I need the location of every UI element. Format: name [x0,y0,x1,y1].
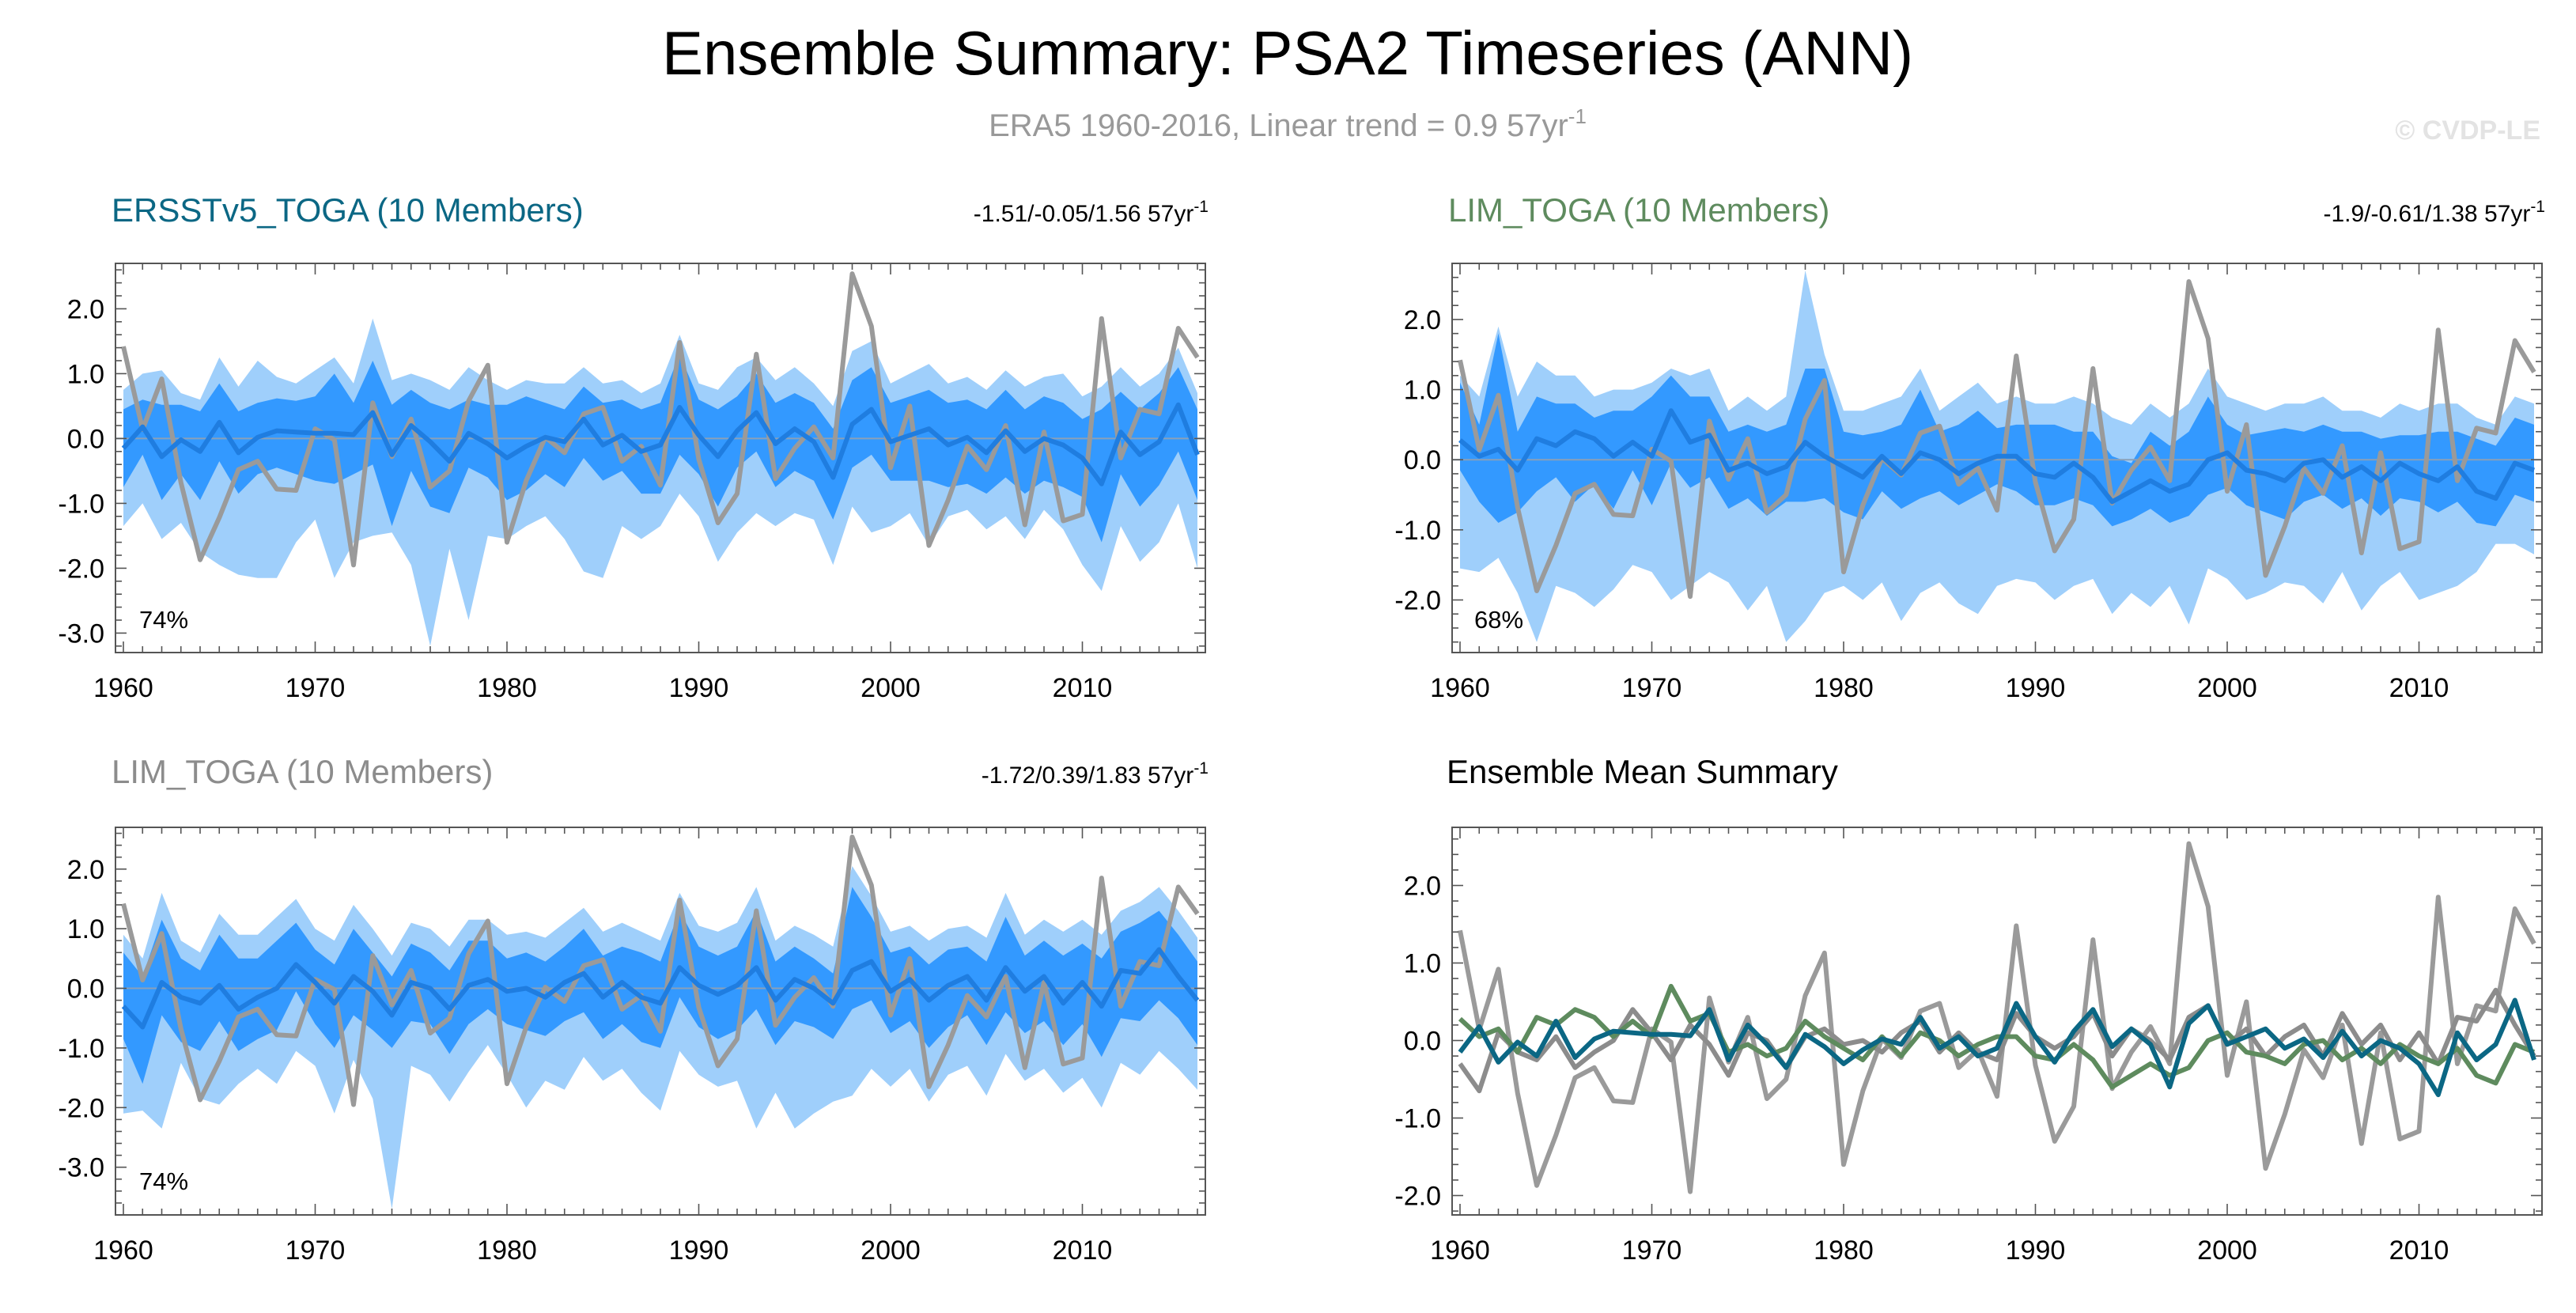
y-tick-label: 1.0 [67,914,104,944]
panel-trend: -1.51/-0.05/1.56 57yr-1 [974,198,1209,227]
x-tick-label: 1980 [1814,673,1874,703]
trend-text: -1.51/-0.05/1.56 57yr [974,201,1194,227]
ensemble-mean-line [121,947,1200,1030]
y-tick-label: 2.0 [67,294,104,324]
observed-series-line [121,834,1200,1107]
trend-exponent: -1 [1193,759,1209,778]
x-tick-label: 1960 [93,1235,153,1266]
x-tick-label: 1970 [286,673,346,703]
y-tick-label: 0.0 [67,974,104,1005]
observed-series-line [1458,279,2536,600]
figure-title: Ensemble Summary: PSA2 Timeseries (ANN) [662,18,1913,88]
agreement-percent: 74% [139,606,188,634]
y-tick-label: 1.0 [1404,949,1441,979]
y-tick-label: -2.0 [58,1093,104,1123]
observed-series-line [1458,841,2536,1194]
panel-lim-gray: LIM_TOGA (10 Members) -1.72/0.39/1.83 57… [58,753,1209,1266]
panel-title: LIM_TOGA (10 Members) [112,753,493,790]
trend-text: -1.72/0.39/1.83 57yr [982,762,1194,789]
inner-spread-band [123,887,1197,1084]
panel-ersst: ERSSTv5_TOGA (10 Members) -1.51/-0.05/1.… [58,191,1209,703]
y-tick-label: -1.0 [1394,516,1441,546]
y-tick-label: 2.0 [1404,872,1441,902]
y-tick-label: 0.0 [1404,1027,1441,1057]
y-tick-label: -1.0 [1394,1104,1441,1134]
y-tick-label: 2.0 [67,855,104,885]
x-tick-label: 1960 [1430,673,1490,703]
panel-title: LIM_TOGA (10 Members) [1448,191,1829,229]
y-tick-label: -1.0 [58,489,104,519]
ersst-mean-line [1458,997,2536,1098]
y-tick-label: -3.0 [58,619,104,649]
y-tick-label: 1.0 [67,359,104,389]
trend-exponent: -1 [2530,198,2545,216]
x-tick-label: 2000 [2197,1235,2257,1266]
panel-ensemble-mean-summary: Ensemble Mean Summary 2.0 1.0 0.0 -1.0 -2.0 1… [1394,753,2543,1266]
x-tick-label: 1960 [1430,1235,1490,1266]
x-tick-label: 1990 [2006,1235,2066,1266]
x-tick-label: 2010 [1053,1235,1113,1266]
x-tick-label: 1960 [93,673,153,703]
x-tick-label: 1990 [2006,673,2066,703]
y-tick-label: -3.0 [58,1153,104,1183]
x-tick-label: 2010 [1053,673,1113,703]
lim-gray-mean-line [1458,987,2536,1094]
x-tick-label: 1970 [1622,1235,1682,1266]
observed-series-line [121,271,1200,568]
y-tick-label: -2.0 [1394,1182,1441,1212]
x-tick-label: 1980 [477,1235,537,1266]
ensemble-mean-line [1458,408,2536,505]
x-tick-label: 2010 [2389,673,2449,703]
plot-frame [1451,827,2543,1216]
x-tick-label: 2000 [2197,673,2257,703]
y-tick-label: 0.0 [1404,445,1441,475]
trend-exponent: -1 [1193,198,1209,216]
x-tick-label: 2000 [861,1235,921,1266]
agreement-percent: 74% [139,1167,188,1195]
lim-green-mean-line [1458,983,2536,1090]
panel-trend: -1.9/-0.61/1.38 57yr-1 [2323,198,2545,227]
panel-lim-green: LIM_TOGA (10 Members) -1.9/-0.61/1.38 57… [1394,191,2545,703]
y-tick-label: -2.0 [58,554,104,584]
inner-spread-band [123,354,1197,543]
x-tick-label: 2010 [2389,1235,2449,1266]
ensemble-mean-line [121,402,1200,486]
x-tick-label: 1970 [286,1235,346,1266]
y-tick-label: -2.0 [1394,586,1441,616]
figure-subtitle: ERA5 1960-2016, Linear trend = 0.9 57yr-… [989,104,1587,143]
y-tick-label: 1.0 [1404,376,1441,406]
trend-text: -1.9/-0.61/1.38 57yr [2323,201,2530,227]
y-tick-label: 0.0 [67,424,104,454]
x-tick-label: 1990 [669,1235,729,1266]
panel-title: ERSSTv5_TOGA (10 Members) [112,191,584,229]
subtitle-exponent: -1 [1568,104,1587,128]
subtitle-text: ERA5 1960-2016, Linear trend = 0.9 57yr [989,108,1568,143]
panel-title: Ensemble Mean Summary [1447,753,1838,790]
watermark: © CVDP-LE [2395,115,2540,146]
x-tick-label: 1970 [1622,673,1682,703]
y-tick-label: -1.0 [58,1034,104,1064]
x-tick-label: 1980 [477,673,537,703]
panel-trend: -1.72/0.39/1.83 57yr-1 [982,759,1209,789]
x-tick-label: 1980 [1814,1235,1874,1266]
agreement-percent: 68% [1474,606,1523,634]
x-tick-label: 1990 [669,673,729,703]
x-tick-label: 2000 [861,673,921,703]
y-tick-label: 2.0 [1404,305,1441,335]
